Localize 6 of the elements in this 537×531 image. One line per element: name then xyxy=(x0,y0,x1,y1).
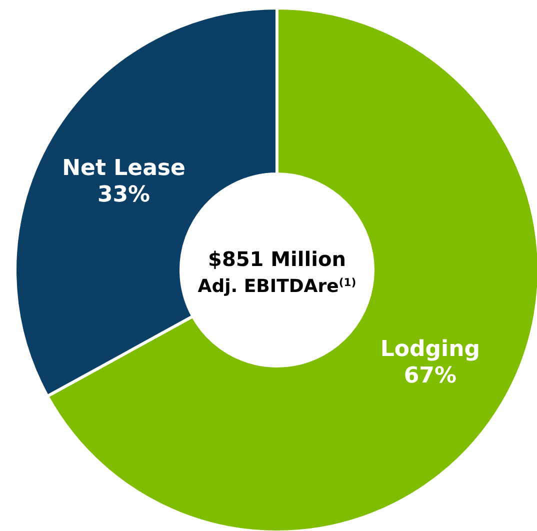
data-label: 67% xyxy=(404,364,457,389)
text: Adj. EBITDAre$^{(1)}$ xyxy=(198,276,356,297)
slice-label: Lodging xyxy=(380,337,480,362)
data-label: 33% xyxy=(97,182,150,208)
slice-label: Net Lease xyxy=(62,156,186,181)
text: $851 Million xyxy=(208,247,346,271)
